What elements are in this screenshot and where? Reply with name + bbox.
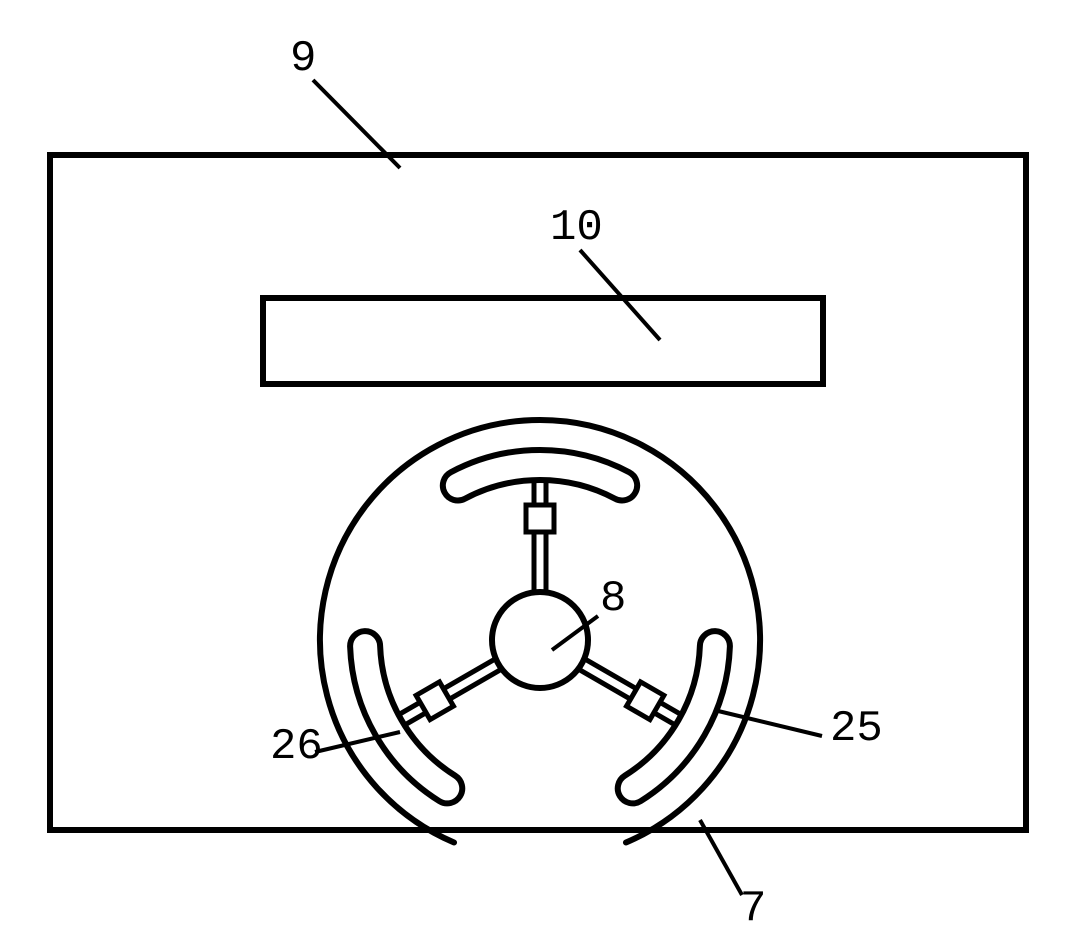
slot bbox=[263, 298, 823, 384]
spoke-cap bbox=[443, 450, 637, 500]
technical-diagram: 7 8 9 10 25 26 bbox=[0, 0, 1074, 931]
label-10: 10 bbox=[550, 203, 603, 253]
leader-line-25 bbox=[714, 710, 822, 736]
label-7: 7 bbox=[740, 884, 766, 931]
label-8: 8 bbox=[600, 574, 626, 624]
label-25: 25 bbox=[830, 704, 883, 754]
sleeve bbox=[526, 505, 554, 532]
hub bbox=[492, 592, 588, 688]
label-9: 9 bbox=[290, 34, 316, 84]
label-26: 26 bbox=[270, 722, 323, 772]
